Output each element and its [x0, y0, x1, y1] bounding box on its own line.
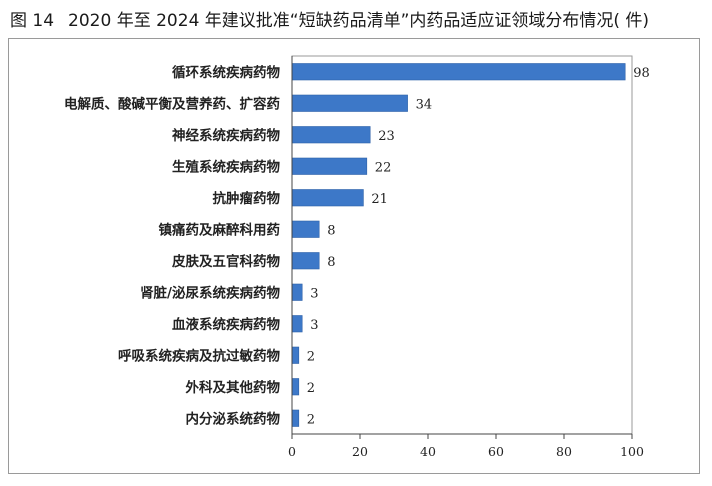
value-label: 2: [307, 412, 315, 427]
category-label: 神经系统疾病药物: [172, 127, 280, 144]
bar: [291, 94, 408, 112]
category-label: 抗肿瘤药物: [213, 190, 281, 207]
category-labels: 循环系统疾病药物电解质、酸碱平衡及营养药、扩容药神经系统疾病药物生殖系统疾病药物…: [64, 64, 280, 428]
x-tick-label: 0: [288, 444, 296, 459]
figure-title-text: 2020 年至 2024 年建议批准“短缺药品清单”内药品适应证领域分布情况( …: [68, 11, 650, 31]
plot-border: [291, 55, 633, 435]
bar: [291, 189, 364, 207]
category-label: 外科及其他药物: [186, 379, 281, 396]
x-tick-label: 80: [556, 444, 572, 459]
bar: [291, 346, 300, 364]
bar: [291, 378, 300, 396]
value-label: 21: [371, 192, 388, 207]
value-label: 98: [633, 66, 650, 81]
x-tick-label: 60: [488, 444, 504, 459]
category-label: 循环系统疾病药物: [172, 64, 280, 81]
figure-title: 图 14 2020 年至 2024 年建议批准“短缺药品清单”内药品适应证领域分布…: [10, 8, 700, 34]
category-label: 肾脏/泌尿系统疾病药物: [140, 284, 280, 301]
bar: [291, 157, 368, 175]
bar: [291, 283, 303, 301]
category-label: 镇痛药及麻醉科用药: [159, 221, 281, 238]
figure-number: 图 14: [10, 11, 55, 31]
bar: [291, 409, 300, 427]
category-label: 皮肤及五官科药物: [172, 253, 280, 270]
bar: [291, 63, 626, 81]
value-label: 34: [416, 97, 433, 112]
value-label: 8: [327, 255, 335, 270]
value-label: 3: [310, 318, 318, 333]
bar: [291, 220, 320, 238]
value-label: 2: [307, 349, 315, 364]
value-label: 22: [375, 160, 392, 175]
plot-area: [291, 55, 633, 435]
x-axis: 0 20 40 60 80 100: [288, 56, 644, 459]
bar: [291, 252, 320, 270]
value-label: 3: [310, 286, 318, 301]
value-label: 23: [378, 129, 395, 144]
category-label: 呼吸系统疾病及抗过敏药物: [118, 347, 280, 364]
x-tick-label: 40: [420, 444, 436, 459]
x-tick-label: 20: [352, 444, 368, 459]
category-label: 内分泌系统药物: [186, 410, 281, 427]
value-label: 2: [307, 381, 315, 396]
x-tick-label: 100: [620, 444, 644, 459]
category-label: 血液系统疾病药物: [172, 316, 280, 333]
chart-frame: [8, 38, 700, 474]
bar: [291, 126, 371, 144]
category-label: 生殖系统疾病药物: [172, 158, 280, 175]
bar: [291, 315, 303, 333]
bars-group: [291, 63, 626, 427]
category-label: 电解质、酸碱平衡及营养药、扩容药: [64, 95, 280, 112]
value-label: 8: [327, 223, 335, 238]
